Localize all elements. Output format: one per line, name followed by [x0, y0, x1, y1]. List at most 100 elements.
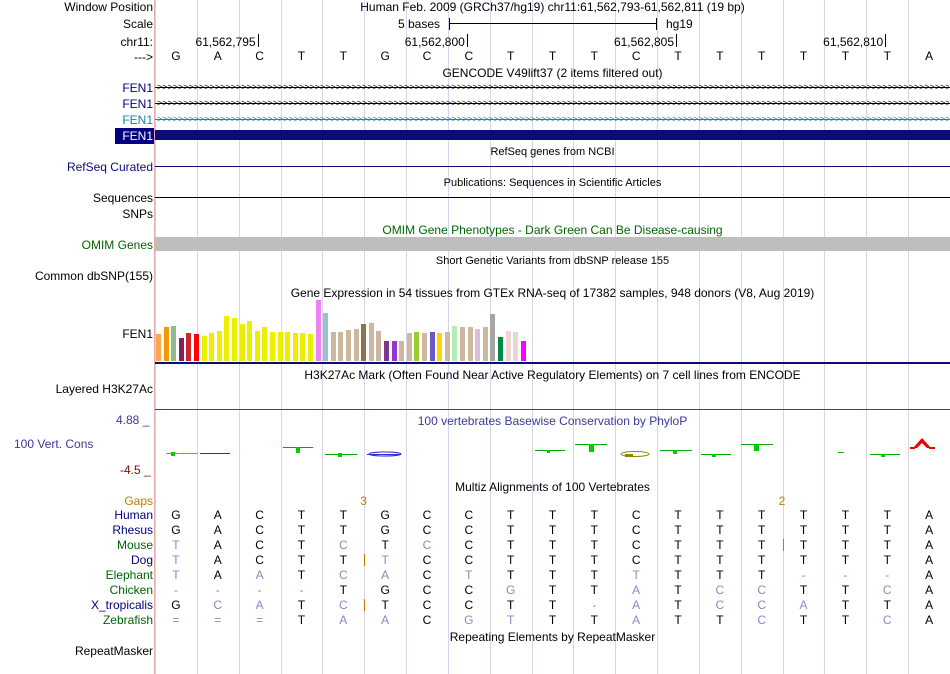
alignment-base: T	[297, 613, 306, 627]
gtex-tissue-bar[interactable]	[429, 332, 435, 361]
gtex-tissue-bar[interactable]	[437, 333, 443, 361]
gtex-tissue-bar[interactable]	[467, 327, 473, 361]
gencode-intron-line[interactable]	[155, 103, 950, 104]
gtex-tissue-bar[interactable]	[490, 314, 496, 361]
insertion-marker	[364, 599, 365, 611]
gencode-thick-exon[interactable]	[155, 130, 950, 140]
gtex-tissue-bar[interactable]	[285, 332, 291, 361]
phylop-title[interactable]: 100 vertebrates Basewise Conservation by…	[417, 414, 688, 428]
dbsnp-title[interactable]: Short Genetic Variants from dbSNP releas…	[435, 255, 670, 267]
gtex-tissue-bar[interactable]	[475, 329, 481, 361]
gtex-tissue-bar[interactable]	[262, 327, 268, 361]
gencode-item-label[interactable]: FEN1	[122, 129, 153, 143]
gtex-tissue-bar[interactable]	[308, 334, 313, 361]
gtex-tissue-bar[interactable]	[460, 327, 465, 361]
gtex-tissue-bar[interactable]	[520, 341, 526, 361]
gencode-title[interactable]: GENCODE V49lift37 (2 items filtered out)	[442, 66, 663, 80]
gtex-tissue-bar[interactable]	[277, 332, 283, 361]
gtex-tissue-bar[interactable]	[513, 332, 519, 361]
gtex-tissue-bar[interactable]	[216, 331, 222, 361]
alignment-base: C	[464, 598, 474, 612]
dbsnp-label[interactable]: Common dbSNP(155)	[34, 269, 153, 283]
gtex-tissue-bar[interactable]	[422, 333, 427, 361]
gtex-tissue-bar[interactable]	[194, 334, 199, 361]
alignment-base: C	[422, 568, 432, 582]
gtex-tissue-bar[interactable]	[186, 333, 192, 361]
gtex-tissue-bar[interactable]	[368, 323, 374, 361]
gtex-tissue-bar[interactable]	[156, 334, 161, 361]
alignment-base: G	[171, 523, 181, 537]
refseq-track-line[interactable]	[155, 166, 950, 167]
refseq-title[interactable]: RefSeq genes from NCBI	[490, 146, 615, 158]
gtex-tissue-bar[interactable]	[247, 321, 253, 361]
gtex-bar-chart[interactable]	[156, 300, 556, 361]
snps-label[interactable]: SNPs	[122, 207, 153, 221]
phylop-wiggle[interactable]	[155, 432, 950, 462]
omim-title[interactable]: OMIM Gene Phenotypes - Dark Green Can Be…	[382, 223, 723, 237]
gencode-item-label[interactable]: FEN1	[122, 81, 153, 95]
gtex-tissue-bar[interactable]	[254, 331, 260, 361]
omim-bar[interactable]	[155, 237, 950, 251]
gtex-tissue-bar[interactable]	[346, 330, 351, 361]
gtex-tissue-bar[interactable]	[171, 326, 177, 361]
gtex-tissue-bar[interactable]	[452, 326, 458, 361]
gencode-intron-line[interactable]	[155, 119, 950, 120]
gencode-item-label[interactable]: FEN1	[122, 97, 153, 111]
gtex-tissue-bar[interactable]	[292, 333, 298, 361]
gtex-tissue-bar[interactable]	[270, 332, 275, 361]
species-label[interactable]: Chicken	[109, 583, 153, 597]
window-position-value[interactable]: Human Feb. 2009 (GRCh37/hg19) chr11:61,5…	[360, 0, 745, 14]
reference-base: T	[716, 49, 724, 63]
publications-title[interactable]: Publications: Sequences in Scientific Ar…	[443, 177, 662, 189]
gtex-tissue-bar[interactable]	[505, 331, 511, 361]
gtex-tissue-bar[interactable]	[482, 327, 488, 361]
gtex-tissue-bar[interactable]	[376, 331, 382, 361]
gtex-tissue-bar[interactable]	[330, 332, 336, 361]
species-label[interactable]: Elephant	[105, 568, 153, 582]
species-label[interactable]: X_tropicalis	[90, 598, 153, 612]
gtex-tissue-bar[interactable]	[444, 332, 450, 361]
gtex-tissue-bar[interactable]	[414, 332, 420, 361]
phylop-label[interactable]: 100 Vert. Cons	[14, 437, 94, 451]
gtex-title[interactable]: Gene Expression in 54 tissues from GTEx …	[290, 286, 815, 300]
gtex-tissue-bar[interactable]	[209, 333, 215, 361]
gencode-item-label[interactable]: FEN1	[122, 113, 153, 127]
repeatmasker-title[interactable]: Repeating Elements by RepeatMasker	[449, 630, 656, 644]
gtex-tissue-bar[interactable]	[498, 337, 503, 361]
gtex-tissue-bar[interactable]	[406, 333, 412, 361]
gtex-tissue-bar[interactable]	[224, 316, 230, 361]
gtex-tissue-bar[interactable]	[338, 332, 344, 361]
h3k27ac-title[interactable]: H3K27Ac Mark (Often Found Near Active Re…	[304, 368, 801, 382]
reference-base: T	[841, 49, 850, 63]
alignment-base: T	[758, 568, 766, 582]
gtex-tissue-bar[interactable]	[361, 324, 367, 361]
gencode-intron-line[interactable]	[155, 87, 950, 88]
refseq-label[interactable]: RefSeq Curated	[66, 160, 153, 174]
species-label[interactable]: Dog	[130, 553, 153, 567]
gtex-tissue-bar[interactable]	[239, 324, 245, 361]
gtex-tissue-bar[interactable]	[163, 327, 169, 361]
species-label[interactable]: Mouse	[116, 538, 153, 552]
chrom-label: chr11:	[120, 35, 153, 49]
species-label[interactable]: Human	[114, 508, 153, 522]
gtex-tissue-bar[interactable]	[232, 318, 237, 361]
gtex-tissue-bar[interactable]	[315, 300, 321, 361]
gtex-tissue-bar[interactable]	[391, 341, 397, 361]
publications-track-line[interactable]	[155, 197, 950, 198]
gtex-label[interactable]: FEN1	[122, 327, 153, 341]
gaps-label: Gaps	[124, 494, 153, 508]
gtex-tissue-bar[interactable]	[399, 341, 405, 361]
species-label[interactable]: Zebrafish	[102, 613, 153, 627]
repeatmasker-label[interactable]: RepeatMasker	[74, 644, 153, 658]
multiz-title[interactable]: Multiz Alignments of 100 Vertebrates	[455, 480, 650, 494]
gtex-tissue-bar[interactable]	[353, 329, 359, 361]
species-label[interactable]: Rhesus	[112, 523, 153, 537]
gtex-tissue-bar[interactable]	[323, 313, 329, 361]
publications-label[interactable]: Sequences	[92, 191, 153, 205]
gtex-tissue-bar[interactable]	[300, 333, 306, 361]
omim-label[interactable]: OMIM Genes	[81, 238, 153, 252]
gtex-tissue-bar[interactable]	[178, 338, 184, 361]
gtex-tissue-bar[interactable]	[384, 341, 389, 361]
h3k27ac-label[interactable]: Layered H3K27Ac	[55, 382, 153, 396]
gtex-tissue-bar[interactable]	[201, 336, 207, 361]
